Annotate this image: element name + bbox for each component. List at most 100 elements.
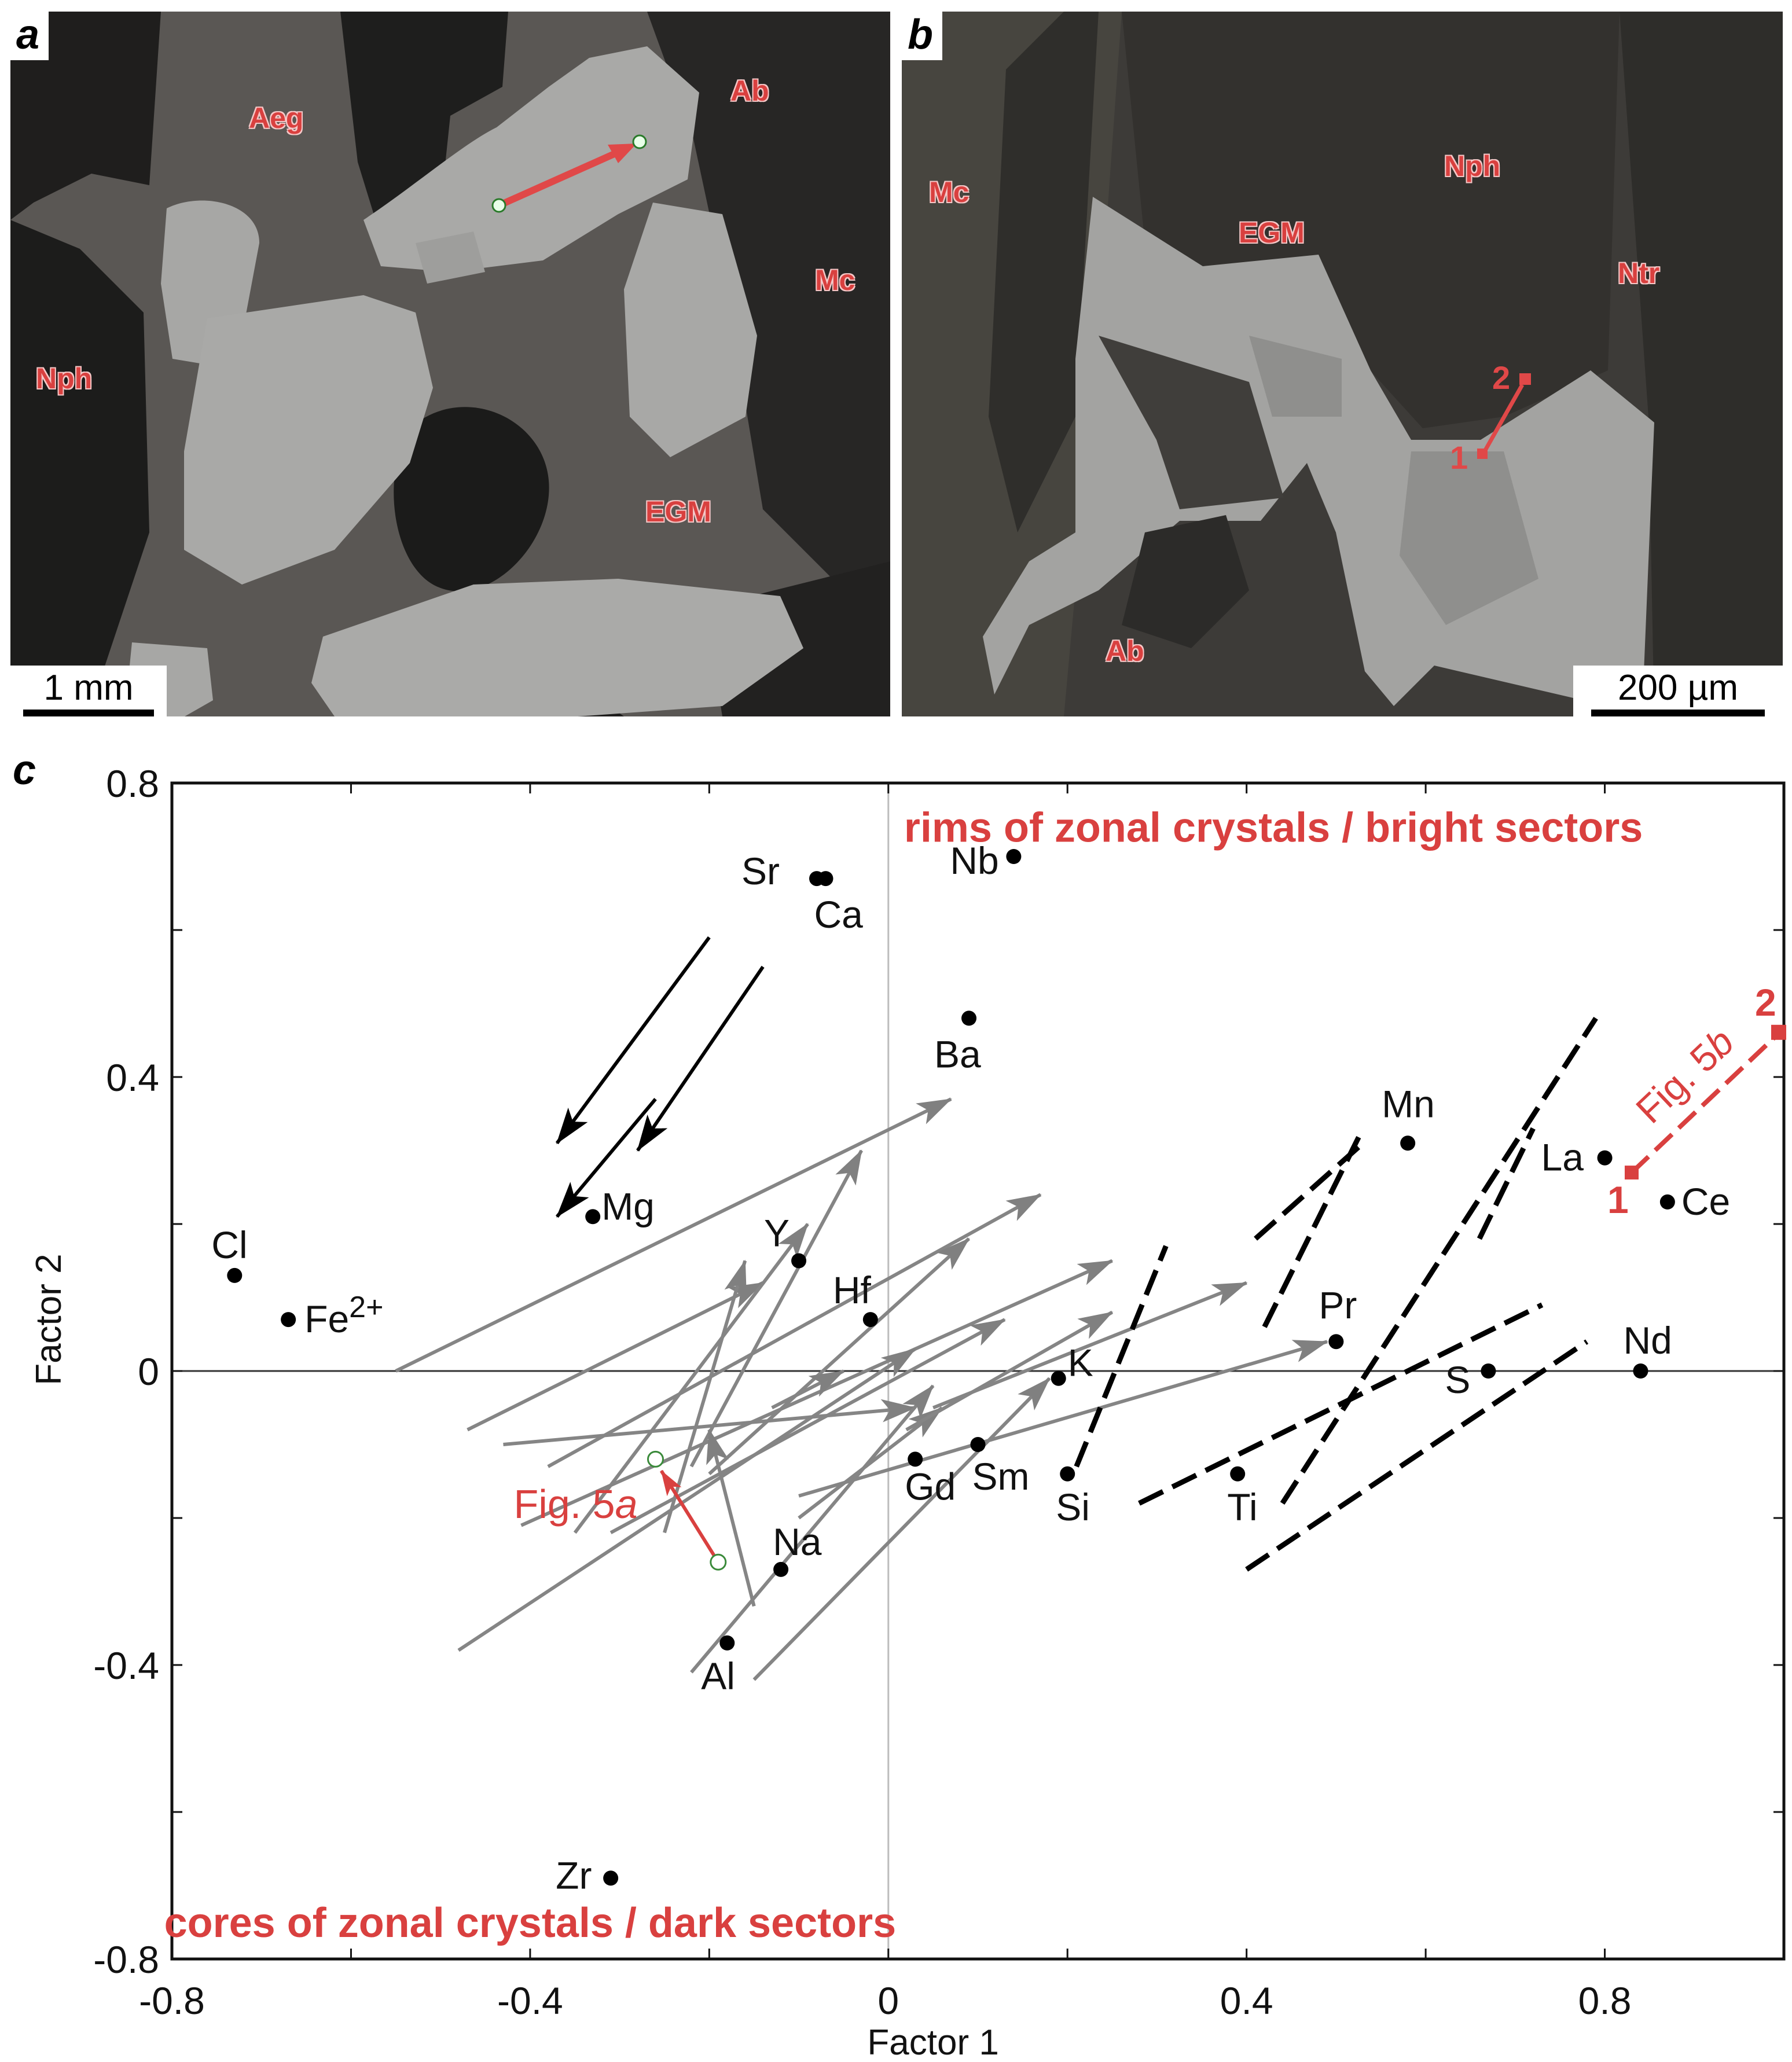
element-label: La	[1541, 1136, 1584, 1179]
black-arrows	[555, 936, 765, 1218]
fig5b-line	[1630, 1031, 1781, 1175]
element-point	[1006, 849, 1022, 864]
grey-profile-arrow	[771, 1369, 845, 1410]
grey-profile-arrow	[905, 1310, 1114, 1432]
element-point	[719, 1635, 735, 1651]
element-point	[585, 1209, 601, 1225]
x-tick-label: 0.8	[1578, 1979, 1632, 2022]
panel-a-bse-image: a 1 mm	[10, 12, 890, 716]
element-label: Pr	[1319, 1284, 1357, 1326]
element-point	[1481, 1363, 1496, 1379]
element-point	[862, 1312, 878, 1328]
element-label: K	[1068, 1341, 1093, 1384]
element-label: Sr	[741, 850, 780, 892]
element-label: Si	[1056, 1486, 1090, 1528]
element-point	[1328, 1334, 1344, 1350]
panel-c-letter: c	[13, 747, 36, 793]
mineral-label-mc: Mc	[815, 264, 855, 296]
annotation-cores: cores of zonal crystals / dark sectors	[164, 1900, 897, 1946]
element-point	[1060, 1466, 1075, 1482]
panel-b-profile-points: 1 2	[1450, 359, 1531, 476]
element-label: Y	[764, 1212, 789, 1255]
profile-point-1: 1	[1450, 439, 1468, 476]
chart-axes: -0.8 -0.4 0 0.4 0.8 -0.8 -0.4 0 0.4 0.8 Factor 1 Fa…	[29, 762, 1786, 2062]
panel-b-letter: b	[902, 12, 942, 60]
black-trend-arrow	[636, 965, 765, 1152]
grey-profile-arrow	[457, 1347, 916, 1652]
x-tick-label: -0.8	[139, 1979, 205, 2022]
dashed-trend-line	[1138, 1302, 1544, 1506]
fig5a-start-circle	[710, 1553, 727, 1571]
dashed-trend-line	[1245, 1339, 1589, 1572]
y-tick-label: 0.4	[106, 1056, 159, 1099]
element-label: Fe2+	[304, 1291, 383, 1340]
mineral-label-egm: EGM	[645, 495, 711, 528]
grey-profile-arrow	[547, 1193, 1042, 1468]
fig5b-end-square	[1771, 1024, 1786, 1040]
fig5a-end-circle	[647, 1450, 664, 1468]
y-axis-label: Factor 2	[29, 1254, 69, 1385]
grey-profile-arrow	[467, 1281, 764, 1432]
element-label: Sm	[972, 1455, 1030, 1498]
fig5a-arrow	[659, 1469, 720, 1563]
mineral-label-ab: Ab	[1106, 635, 1144, 667]
grey-profile-arrow	[573, 1223, 809, 1534]
grey-profile-arrow	[503, 1399, 917, 1446]
mineral-label-egm: EGM	[1239, 216, 1305, 249]
element-label: Hf	[833, 1269, 872, 1311]
dashed-trend-line	[1280, 1016, 1598, 1505]
element-point	[1230, 1466, 1246, 1482]
element-point	[281, 1312, 296, 1328]
panel-a-profile-arrow	[491, 134, 647, 213]
scale-label: 200 µm	[1617, 668, 1739, 708]
chart-annotations: rims of zonal crystals / bright sectors c…	[164, 805, 1786, 1946]
fig5b-start-square	[1624, 1166, 1639, 1180]
panel-a-image	[10, 12, 890, 716]
dashed-trend-lines	[1074, 1016, 1598, 1572]
fig5b-label: Fig. 5b	[1628, 1020, 1742, 1131]
grey-profile-arrow	[690, 1384, 935, 1674]
element-label: Al	[701, 1655, 735, 1697]
element-label: Nd	[1623, 1319, 1672, 1362]
element-point	[970, 1437, 986, 1452]
x-axis-label: Factor 1	[867, 2023, 998, 2062]
element-point	[603, 1870, 619, 1886]
element-point	[1633, 1363, 1648, 1379]
element-point	[1051, 1370, 1066, 1386]
element-point	[227, 1267, 243, 1283]
y-tick-label: 0.8	[106, 762, 159, 805]
mineral-label-ab: Ab	[730, 75, 769, 107]
scale-bar-line	[23, 710, 154, 716]
scale-bar-line	[1591, 710, 1765, 716]
element-point	[773, 1561, 789, 1577]
y-tick-label: 0	[138, 1350, 159, 1393]
mineral-label-nph: Nph	[36, 362, 93, 395]
element-points: Sr Ca Nb Ba Mg Cl Fe2+ Y Hf K Gd Sm Si Ti Pr Mn S La Ce Nd N…	[211, 839, 1730, 1896]
fig5a-label: Fig. 5a	[514, 1482, 638, 1527]
grey-profile-arrow	[395, 1097, 952, 1373]
element-label: Mn	[1382, 1082, 1435, 1125]
grey-arrows	[395, 1097, 1328, 1681]
element-point	[1597, 1150, 1613, 1166]
scale-label: 1 mm	[43, 668, 134, 708]
mineral-label-mc: Mc	[929, 176, 970, 208]
mineral-label-nph: Nph	[1444, 150, 1501, 182]
element-point	[908, 1451, 923, 1467]
annotation-rims: rims of zonal crystals / bright sectors	[904, 805, 1643, 851]
element-label: Ti	[1227, 1486, 1258, 1528]
element-point	[1659, 1194, 1675, 1210]
dashed-trend-line	[1477, 1127, 1536, 1240]
factor-loading-chart: -0.8 -0.4 0 0.4 0.8 -0.8 -0.4 0 0.4 0.8 Factor 1 Fa…	[29, 762, 1786, 2062]
element-point	[1400, 1135, 1416, 1151]
element-label: Ca	[814, 893, 863, 936]
profile-point-2: 2	[1492, 359, 1510, 396]
element-label: Na	[773, 1520, 822, 1563]
element-label: Ba	[934, 1032, 981, 1075]
element-label: Nb	[950, 839, 998, 882]
element-point	[961, 1010, 977, 1026]
element-label: Zr	[556, 1854, 592, 1896]
panel-a-scale-bar: 1 mm	[10, 666, 167, 716]
x-tick-label: -0.4	[497, 1979, 563, 2022]
element-label: Mg	[601, 1185, 655, 1227]
y-tick-label: -0.8	[93, 1938, 159, 1981]
